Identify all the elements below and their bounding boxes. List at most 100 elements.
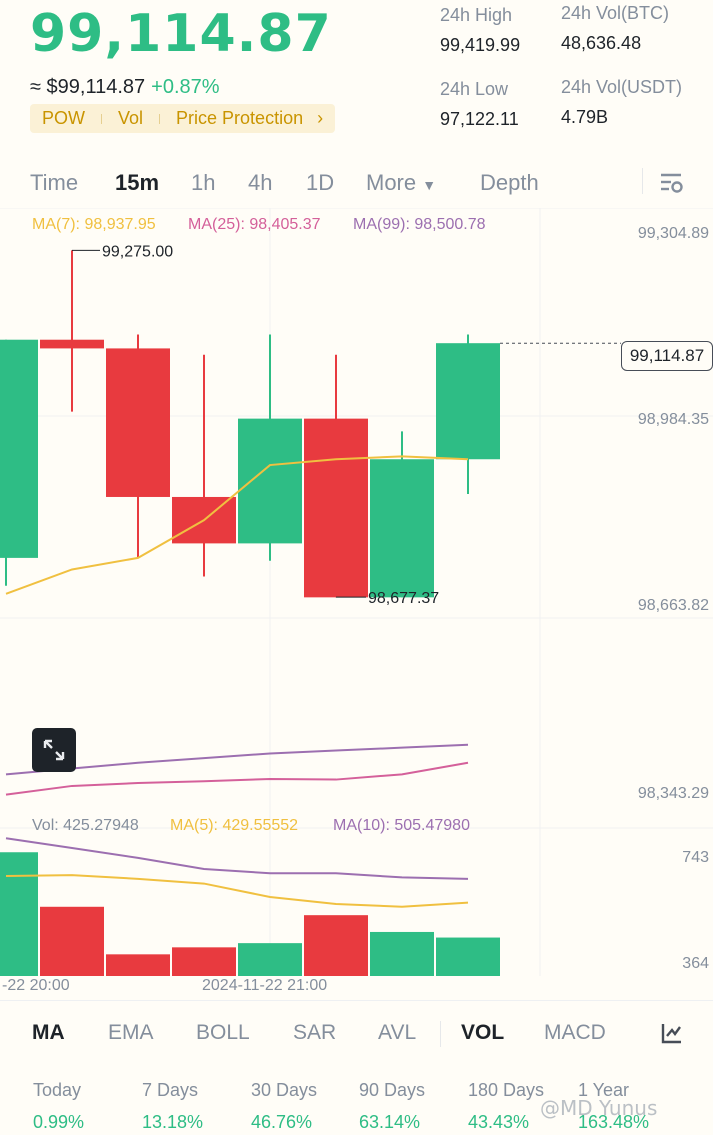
volume-bar	[106, 954, 170, 976]
last-price: 99,114.87	[30, 4, 332, 64]
chevron-right-icon: ›	[317, 108, 324, 128]
expand-icon	[43, 739, 65, 761]
perf-value: 163.48%	[578, 1112, 650, 1132]
fiat-price-value: ≈ $99,114.87	[30, 76, 146, 98]
perf-label: 7 Days	[142, 1080, 199, 1100]
tag-pow[interactable]: POW	[42, 108, 85, 128]
indicator-boll[interactable]: BOLL	[196, 1021, 250, 1044]
volume-bar	[0, 852, 38, 976]
price-axis-label: 98,663.82	[637, 597, 709, 614]
perf-label: 30 Days	[251, 1080, 318, 1100]
time-axis-label: -22 20:00	[2, 977, 70, 994]
perf-value: 46.76%	[251, 1112, 313, 1132]
indicator-bar: MA EMA BOLL SAR AVL VOL MACD	[0, 1000, 713, 1064]
current-price-tag: 99,114.87	[621, 341, 713, 371]
volume-bar	[172, 947, 236, 976]
price-axis-label: 98,984.35	[637, 411, 709, 428]
tab-1d[interactable]: 1D	[306, 170, 335, 195]
perf-90d: 90 Days 63.14%	[359, 1080, 425, 1133]
stat-value: 97,122.11	[440, 109, 519, 129]
tag-separator	[159, 113, 161, 124]
time-axis-label: 2024-11-22 21:00	[202, 977, 328, 994]
perf-label: 180 Days	[468, 1080, 545, 1100]
divider	[642, 168, 643, 194]
tab-4h[interactable]: 4h	[248, 170, 273, 195]
volume-bar	[304, 915, 368, 976]
perf-7d: 7 Days 13.18%	[142, 1080, 203, 1133]
ma25-line	[5, 761, 469, 796]
tab-depth[interactable]: Depth	[480, 170, 539, 195]
indicator-vol[interactable]: VOL	[461, 1021, 505, 1044]
tag-price-protection[interactable]: Price Protection	[176, 108, 304, 128]
tag-bar[interactable]: POW Vol Price Protection ›	[30, 104, 336, 133]
indicator-lines	[5, 455, 469, 908]
legend-ma7: MA(7): 98,937.95	[32, 216, 156, 233]
divider	[440, 1021, 441, 1047]
stat-value: 99,419.99	[440, 35, 521, 55]
tab-more-label: More	[366, 170, 417, 195]
candle-body	[370, 459, 434, 598]
timeframe-bar: Time 15m 1h 4h 1D More ▼ Depth	[0, 160, 713, 206]
stat-value: 4.79B	[561, 107, 609, 127]
caret-down-icon: ▼	[422, 177, 437, 193]
indicator-macd[interactable]: MACD	[544, 1021, 606, 1044]
indicator-avl[interactable]: AVL	[378, 1021, 417, 1044]
perf-label: 1 Year	[578, 1080, 630, 1100]
watermark: @MD Yunus	[540, 1096, 658, 1120]
tab-1h[interactable]: 1h	[191, 170, 216, 195]
vol-axis-label: 743	[682, 849, 709, 866]
perf-value: 43.43%	[468, 1112, 530, 1132]
volume-bar	[436, 937, 500, 976]
perf-1y: 1 Year 163.48%	[578, 1080, 649, 1133]
high-marker-label: 99,275.00	[102, 243, 173, 260]
ma99-line	[5, 743, 469, 776]
low-marker-label: 98,677.37	[368, 590, 439, 607]
chart-settings-icon[interactable]	[659, 170, 685, 196]
perf-today: Today 0.99%	[33, 1080, 84, 1133]
candle-body	[40, 339, 104, 349]
ma7-line	[5, 455, 469, 595]
chart-grid	[0, 208, 713, 976]
expand-button[interactable]	[32, 728, 76, 772]
perf-label: 90 Days	[359, 1080, 426, 1100]
legend-ma25: MA(25): 98,405.37	[188, 216, 321, 233]
candle-body	[0, 339, 38, 558]
legend-vol-ma10: MA(10): 505.47980	[333, 817, 470, 834]
perf-value: 13.18%	[142, 1112, 204, 1132]
tag-separator	[101, 113, 102, 124]
perf-value: 63.14%	[359, 1112, 421, 1132]
candle-body	[238, 418, 302, 544]
volume-bar	[40, 906, 104, 976]
fiat-price: ≈ $99,114.87 +0.87%	[30, 76, 220, 99]
volume-bars	[0, 852, 500, 976]
stat-label: 24h Vol(BTC)	[561, 3, 670, 23]
stat-label: 24h High	[440, 5, 513, 25]
indicator-ema[interactable]: EMA	[108, 1021, 154, 1044]
tab-time[interactable]: Time	[30, 170, 79, 195]
stat-24h-low: 24h Low 97,122.11	[440, 79, 519, 130]
kline-chart[interactable]: 99,275.00 98,677.37	[0, 208, 713, 998]
legend-vol-ma5: MA(5): 429.55552	[170, 817, 299, 834]
stat-24h-high: 24h High 99,419.99	[440, 5, 520, 56]
tab-more[interactable]: More ▼	[366, 170, 436, 196]
candle-body	[304, 418, 368, 598]
volume-bar	[238, 943, 302, 976]
indicator-ma[interactable]: MA	[32, 1021, 65, 1044]
indicator-settings-icon[interactable]	[660, 1021, 684, 1045]
volume-bar	[370, 931, 434, 976]
candle-body	[436, 343, 500, 460]
indicator-sar[interactable]: SAR	[293, 1021, 337, 1044]
stat-label: 24h Vol(USDT)	[561, 77, 683, 97]
tag-vol[interactable]: Vol	[118, 108, 144, 128]
stat-value: 48,636.48	[561, 33, 642, 53]
candles	[0, 250, 500, 598]
perf-180d: 180 Days 43.43%	[468, 1080, 544, 1133]
legend-ma99: MA(99): 98,500.78	[353, 216, 486, 233]
tab-15m[interactable]: 15m	[115, 170, 160, 195]
vol-ma10-line	[5, 837, 469, 880]
stat-24h-vol-btc: 24h Vol(BTC) 48,636.48	[561, 3, 669, 54]
price-axis-label: 99,304.89	[637, 225, 709, 242]
vol-ma5-line	[5, 874, 469, 908]
stat-label: 24h Low	[440, 79, 509, 99]
change-percent: +0.87%	[151, 76, 220, 98]
